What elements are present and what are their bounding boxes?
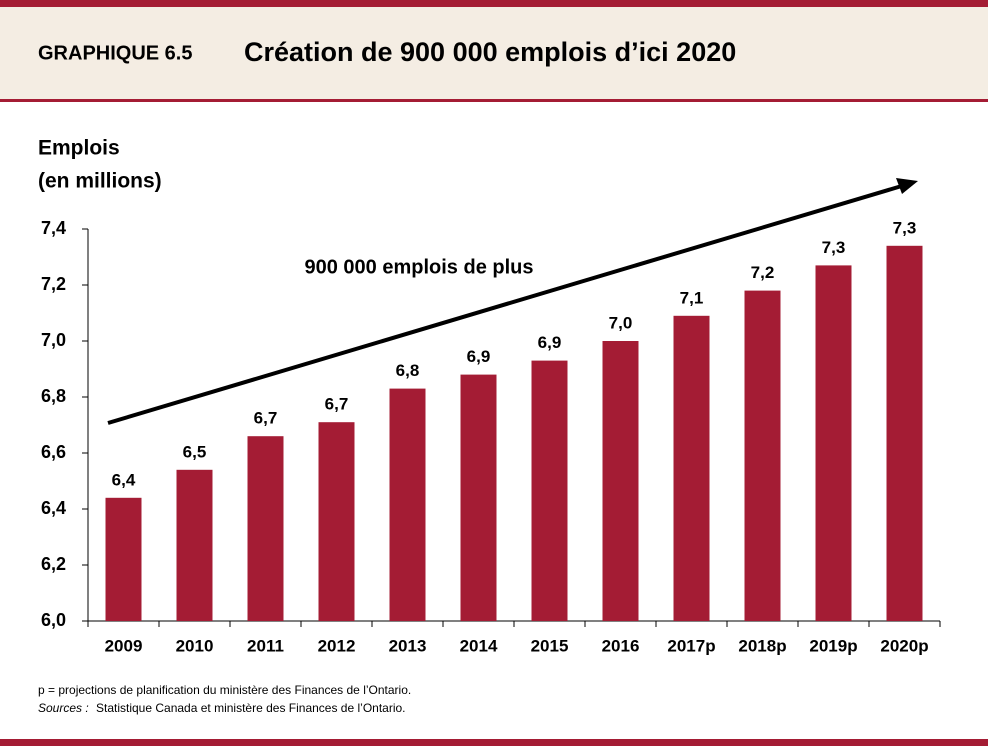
value-label: 6,9 <box>467 347 491 366</box>
value-label: 7,1 <box>680 288 704 307</box>
value-label: 7,2 <box>751 263 775 282</box>
bar <box>886 245 923 622</box>
value-label: 6,7 <box>325 395 349 414</box>
arrow-head <box>896 178 918 194</box>
top-border <box>0 0 988 7</box>
x-tick-label: 2019p <box>809 636 857 655</box>
y-tick-label: 7,2 <box>41 274 66 294</box>
y-tick-label: 7,0 <box>41 330 66 350</box>
value-label: 7,0 <box>609 313 633 332</box>
bar <box>815 265 852 621</box>
bar <box>105 497 142 621</box>
x-tick-label: 2014 <box>460 636 498 655</box>
bar <box>744 290 781 621</box>
value-label: 6,8 <box>396 361 420 380</box>
trend-arrow <box>107 183 906 425</box>
value-label: 7,3 <box>893 218 917 237</box>
header-rule <box>0 99 988 102</box>
bar <box>531 360 568 621</box>
x-tick-label: 2013 <box>389 636 427 655</box>
value-label: 7,3 <box>822 238 846 257</box>
y-tick-label: 6,8 <box>41 386 66 406</box>
bottom-border <box>0 739 988 746</box>
sources-label: Sources : <box>38 701 89 715</box>
x-tick-label: 2018p <box>738 636 786 655</box>
x-tick-label: 2011 <box>247 636 284 655</box>
x-tick-label: 2010 <box>176 636 214 655</box>
x-tick-label: 2009 <box>105 636 143 655</box>
bar <box>460 374 497 621</box>
value-label: 6,5 <box>183 442 207 461</box>
chart-label: GRAPHIQUE 6.5 <box>38 42 192 64</box>
bar <box>673 315 710 621</box>
footnote: p = projections de planification du mini… <box>38 683 411 697</box>
y-tick-label: 6,6 <box>41 442 66 462</box>
value-label: 6,7 <box>254 409 278 428</box>
x-tick-label: 2020p <box>880 636 928 655</box>
x-tick-label: 2012 <box>318 636 356 655</box>
bar <box>176 469 213 621</box>
x-tick-label: 2015 <box>531 636 569 655</box>
y-tick-label: 6,0 <box>41 610 66 630</box>
sources: Statistique Canada et ministère des Fina… <box>96 701 406 715</box>
value-label: 6,4 <box>112 470 136 489</box>
chart-title: Création de 900 000 emplois d’ici 2020 <box>244 37 736 67</box>
value-label: 6,9 <box>538 333 562 352</box>
bar <box>389 388 426 621</box>
y-tick-label: 7,4 <box>41 218 66 238</box>
y-axis-label: (en millions) <box>38 170 162 193</box>
y-tick-label: 6,2 <box>41 554 66 574</box>
annotation: 900 000 emplois de plus <box>305 256 534 278</box>
bar <box>602 341 639 621</box>
x-tick-label: 2017p <box>667 636 715 655</box>
bar <box>318 422 355 621</box>
x-tick-label: 2016 <box>602 636 640 655</box>
bar <box>247 436 284 621</box>
header-bg <box>0 7 988 100</box>
y-tick-label: 6,4 <box>41 498 66 518</box>
y-axis-label: Emplois <box>38 137 120 160</box>
